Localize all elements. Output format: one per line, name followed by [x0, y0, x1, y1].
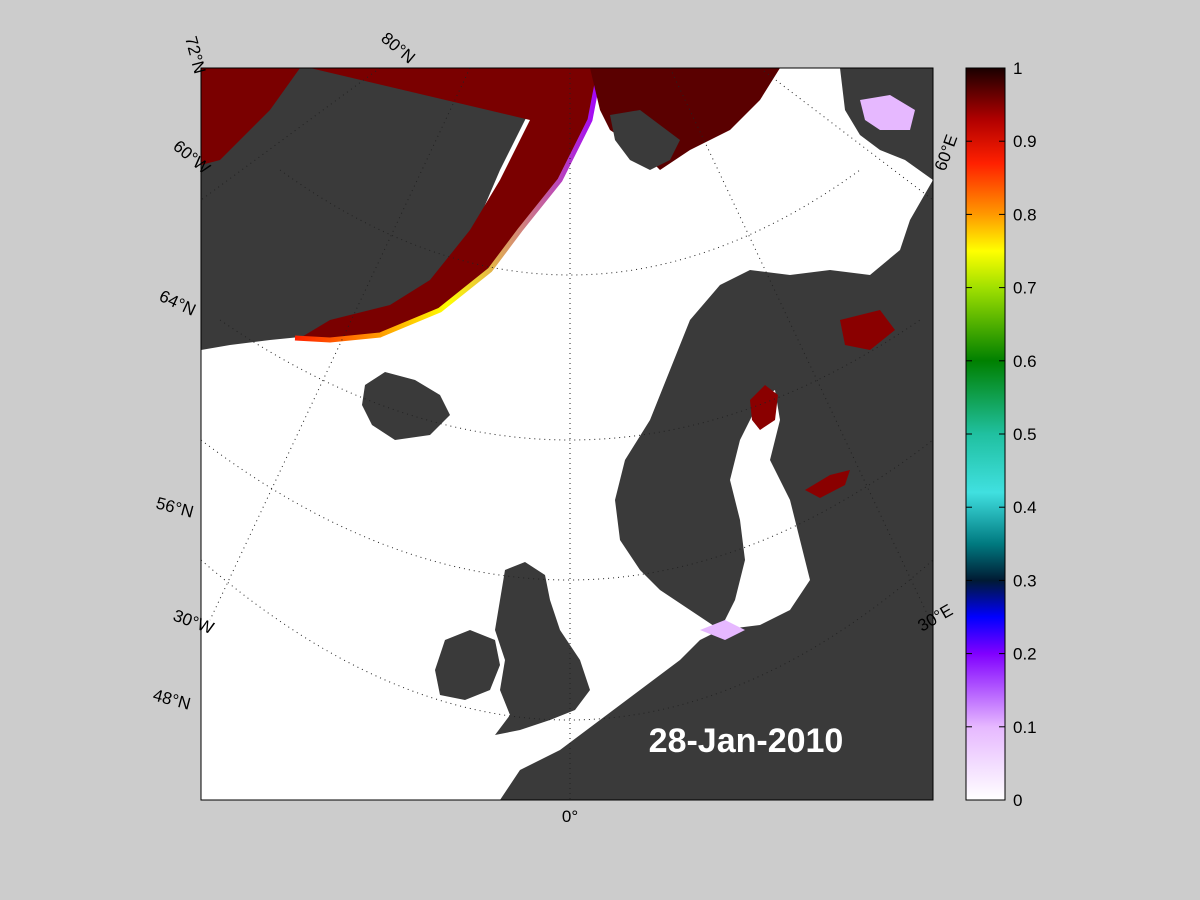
meridian-60w: [201, 68, 381, 201]
meridian-30w: [209, 68, 471, 621]
colorbar-tick-label: 0.9: [1013, 132, 1037, 151]
greenland-sea-ice: [300, 68, 600, 340]
baltic-ice-edge: [700, 620, 745, 640]
white-sea-ice: [840, 310, 895, 350]
parallel-56n: [201, 559, 933, 721]
scandinavia-land: [500, 180, 933, 800]
label-lon-0: 0°: [562, 807, 578, 826]
iceland-land: [362, 372, 450, 440]
ireland-land: [435, 630, 500, 700]
colorbar-tick-label: 0.6: [1013, 352, 1037, 371]
label-lat-56n: 56°N: [154, 494, 196, 522]
colorbar-tick-label: 0.5: [1013, 425, 1037, 444]
graticule: [201, 68, 933, 800]
colorbar-tick-label: 0.2: [1013, 645, 1037, 664]
colorbar-gradient: [965, 67, 1006, 801]
label-lat-72n: 72°N: [181, 34, 209, 76]
colorbar-tick-label: 0.8: [1013, 205, 1037, 224]
gulf-of-bothnia: [720, 390, 810, 630]
great-britain-land: [495, 562, 590, 735]
colorbar: 1 0.9 0.8 0.7 0.6 0.5 0.4 0.3 0.2 0.1 0: [965, 59, 1037, 810]
colorbar-tick-label: 0.7: [1013, 279, 1037, 298]
novaya-zemlya-ice: [860, 95, 915, 130]
colorbar-tick-label: 0.1: [1013, 718, 1037, 737]
colorbar-tick-label: 1: [1013, 59, 1022, 78]
map-panel: 28-Jan-2010: [200, 67, 934, 801]
label-lat-64n: 64°N: [156, 286, 198, 319]
parallel-80n: [279, 169, 861, 276]
parallel-72n: [219, 319, 921, 441]
colorbar-tick-label: 0.3: [1013, 571, 1037, 590]
colorbar-ticks: 1 0.9 0.8 0.7 0.6 0.5 0.4 0.3 0.2 0.1 0: [966, 59, 1037, 810]
parallel-64n: [201, 439, 933, 581]
colorbar-tick-label: 0: [1013, 791, 1022, 810]
bothnian-bay-ice: [750, 385, 778, 430]
meridian-30e: [669, 68, 931, 621]
greenland-ice-edge: [294, 68, 603, 343]
map-frame: [200, 67, 934, 801]
colorbar-tick-label: 0.4: [1013, 498, 1037, 517]
svalbard-land: [610, 110, 680, 170]
gulf-of-finland-ice: [805, 470, 850, 498]
label-lat-48n: 48°N: [151, 686, 193, 714]
greenland-land: [201, 68, 540, 350]
label-lon-60e: 60°E: [931, 132, 962, 173]
label-lat-80n: 80°N: [377, 29, 418, 68]
date-label: 28-Jan-2010: [649, 722, 844, 760]
northwest-sea-ice: [201, 68, 300, 165]
